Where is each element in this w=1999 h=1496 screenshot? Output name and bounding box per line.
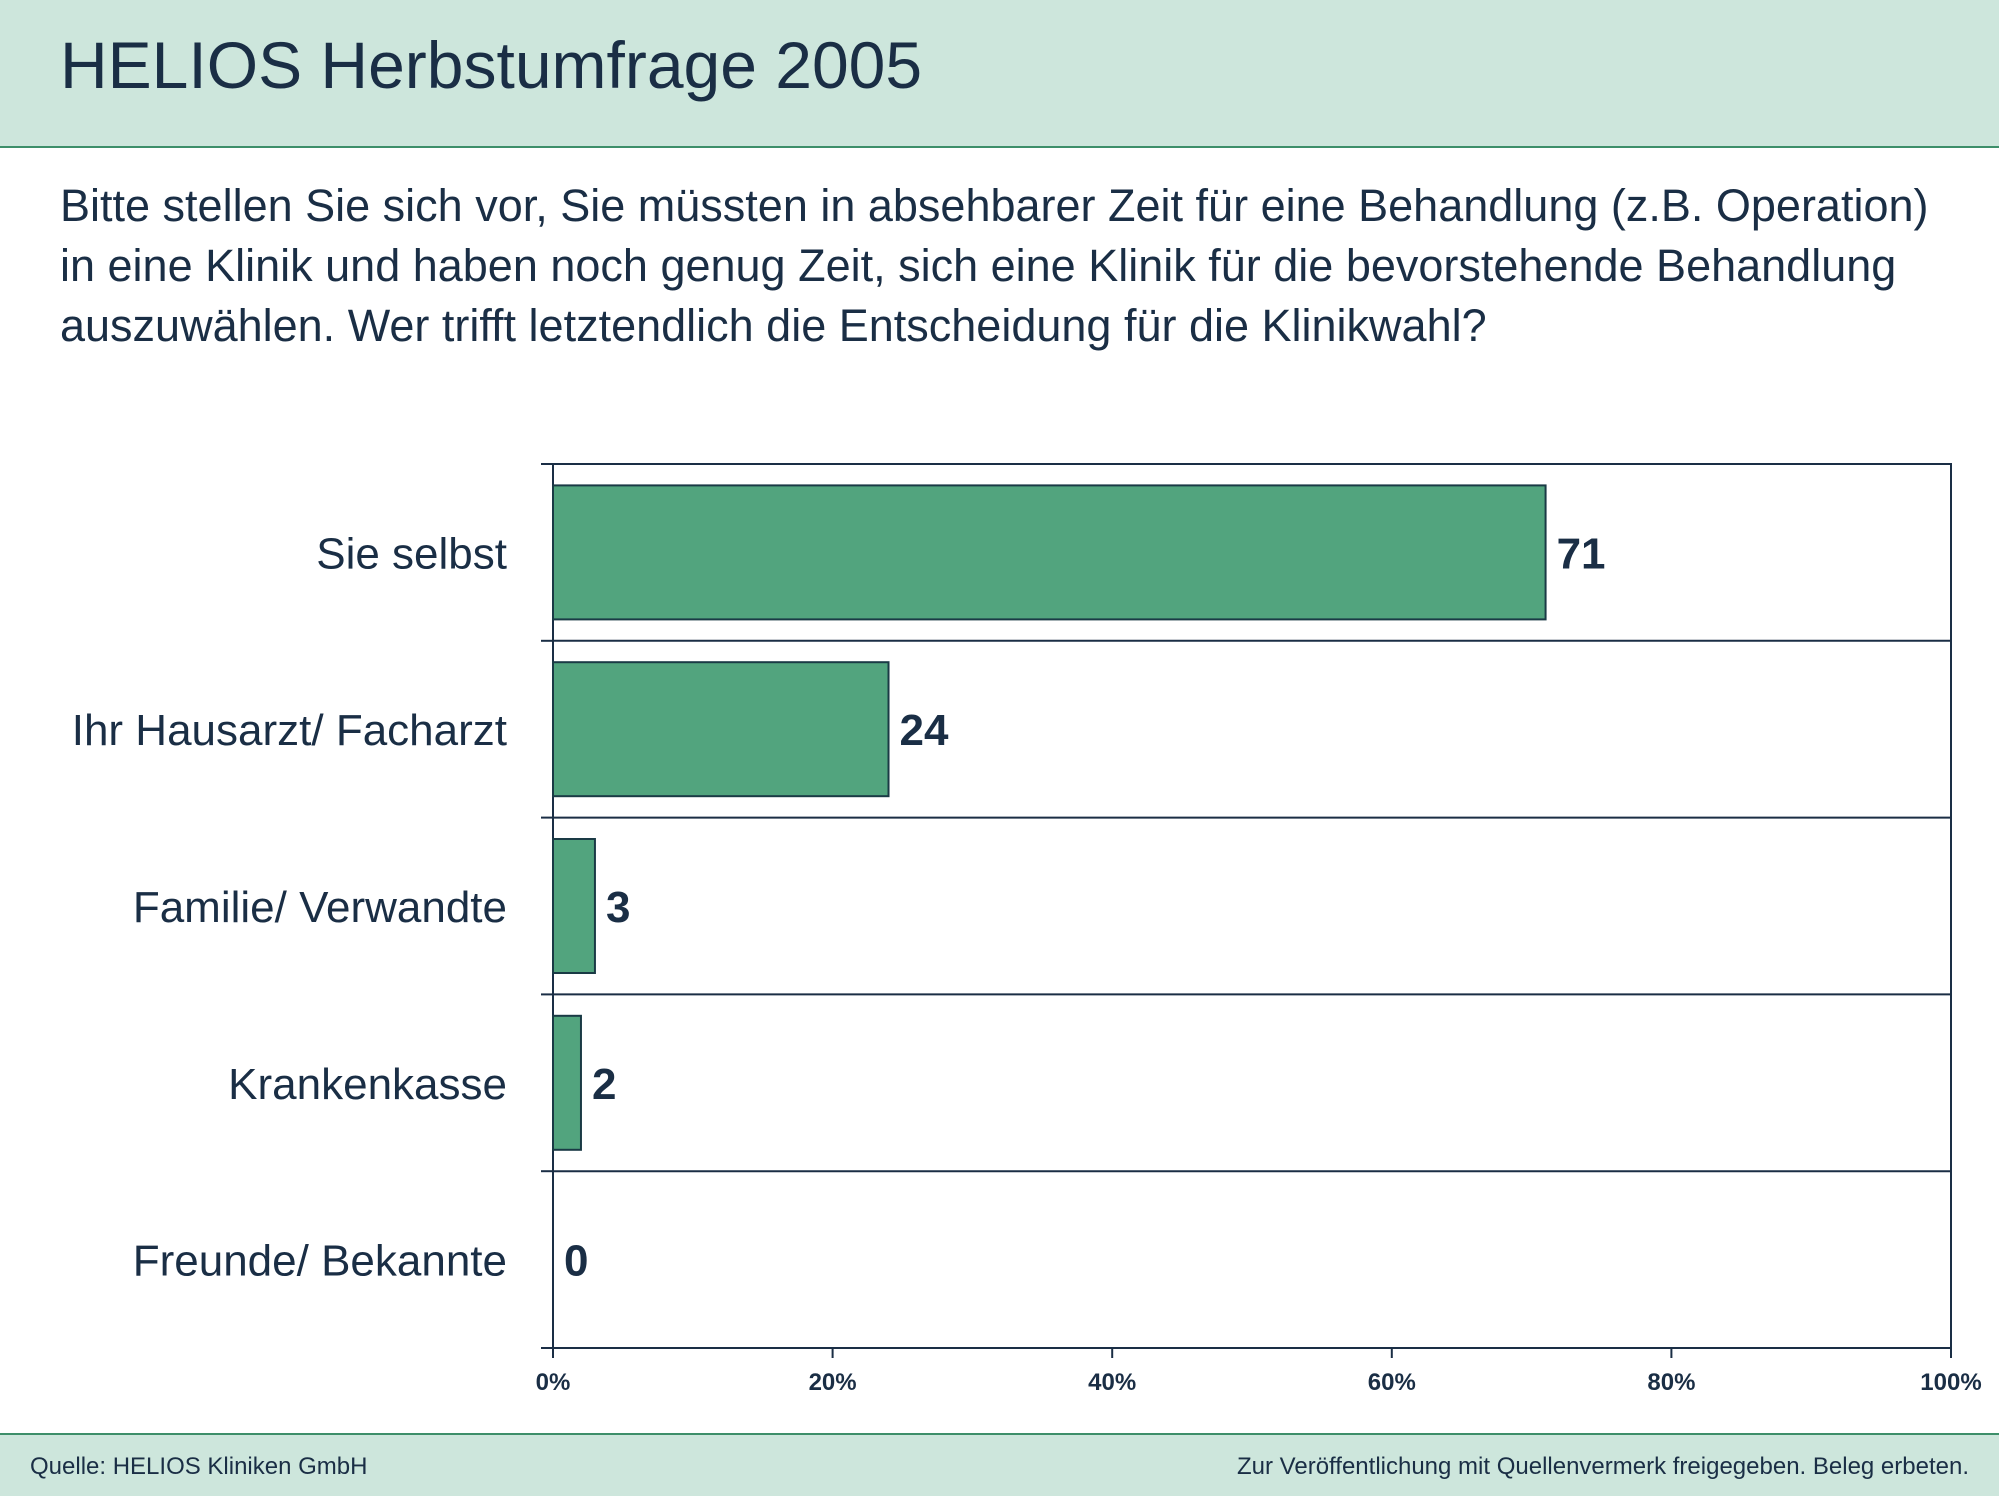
- header-bar: HELIOS Herbstumfrage 2005: [0, 0, 1999, 148]
- footer-bar: Quelle: HELIOS Kliniken GmbH Zur Veröffe…: [0, 1433, 1999, 1496]
- bar: [552, 1014, 582, 1151]
- value-label: 71: [1557, 529, 1606, 578]
- value-label: 24: [900, 706, 949, 755]
- page-title: HELIOS Herbstumfrage 2005: [60, 28, 923, 102]
- x-tick-label: 100%: [1920, 1369, 1981, 1396]
- publication-note: Zur Veröffentlichung mit Quellenvermerk …: [1237, 1453, 1969, 1480]
- value-label: 3: [606, 883, 630, 932]
- category-label: Freunde/ Bekannte: [133, 1237, 507, 1286]
- chart-container: 0% 20% 40% 60% 80% 100% Sie selbst 71 Ihr Hausar…: [0, 440, 1999, 1420]
- bar: [552, 661, 890, 798]
- x-tick-label: 0%: [536, 1369, 571, 1396]
- x-tick-label: 40%: [1088, 1369, 1136, 1396]
- bar-chart: 0% 20% 40% 60% 80% 100% Sie selbst 71 Ihr Hausar…: [72, 463, 1982, 1396]
- value-label: 0: [564, 1237, 588, 1286]
- value-label: 2: [592, 1060, 616, 1109]
- x-tick-label: 20%: [809, 1369, 857, 1396]
- category-label: Sie selbst: [316, 529, 507, 578]
- bar: [552, 838, 596, 974]
- x-tick-label: 80%: [1647, 1369, 1695, 1396]
- source-note: Quelle: HELIOS Kliniken GmbH: [30, 1453, 368, 1480]
- survey-question: Bitte stellen Sie sich vor, Sie müssten …: [60, 180, 1929, 351]
- bar: [552, 484, 1547, 621]
- category-label: Ihr Hausarzt/ Facharzt: [72, 706, 507, 755]
- x-tick-label: 60%: [1368, 1369, 1416, 1396]
- category-label: Krankenkasse: [228, 1060, 507, 1109]
- category-label: Familie/ Verwandte: [133, 883, 507, 932]
